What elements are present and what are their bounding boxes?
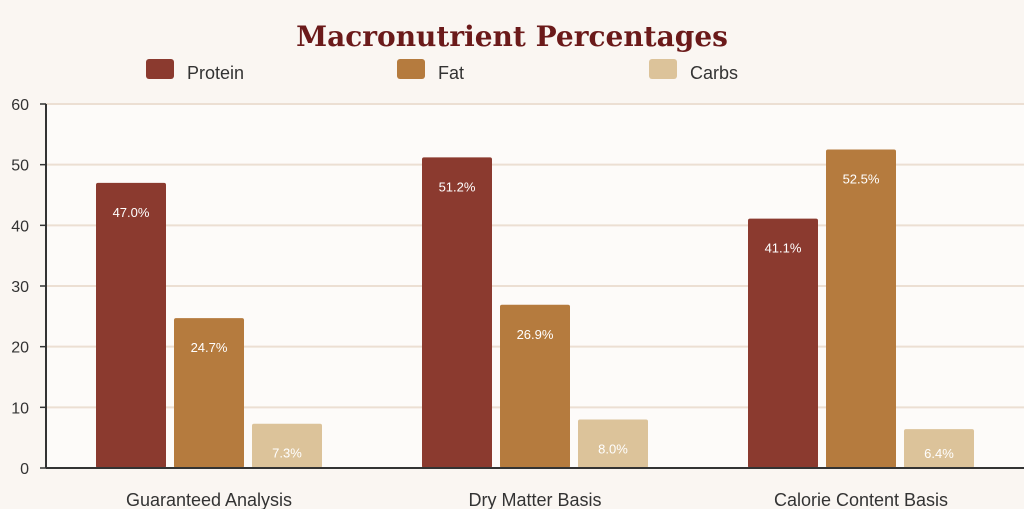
data-label: 24.7% <box>191 340 228 355</box>
bar-carbs-0 <box>252 423 322 468</box>
bar-protein-1 <box>422 157 492 469</box>
legend-label-protein: Protein <box>187 63 244 83</box>
legend-swatch-fat <box>397 59 425 79</box>
bars: 47.0% 24.7% 7.3% 51.2% 26.9% 8.0% 41.1% 52.5% 6.… <box>96 149 974 469</box>
y-tick-label: 30 <box>11 279 29 296</box>
bar-fat-1 <box>500 304 570 468</box>
chart-title: Macronutrient Percentages <box>296 20 728 53</box>
y-tick-label: 40 <box>11 218 29 235</box>
bar-fat-2 <box>826 149 896 468</box>
x-category-label: Guaranteed Analysis <box>126 490 292 509</box>
legend: Protein Fat Carbs <box>146 59 738 83</box>
y-tick-label: 0 <box>20 461 29 478</box>
y-tick-label: 60 <box>11 97 29 114</box>
legend-swatch-protein <box>146 59 174 79</box>
data-label: 6.4% <box>924 446 954 461</box>
axes: 0 10 20 30 40 50 60 Guaranteed Analysis Dry Matt… <box>11 97 1024 509</box>
legend-label-carbs: Carbs <box>690 63 738 83</box>
bar-protein-0 <box>96 182 166 468</box>
data-label: 51.2% <box>439 179 476 194</box>
y-tick-label: 20 <box>11 340 29 357</box>
bar-carbs-1 <box>578 419 648 468</box>
x-category-label: Calorie Content Basis <box>774 490 948 509</box>
data-label: 52.5% <box>843 172 880 187</box>
y-tick-label: 50 <box>11 158 29 175</box>
data-label: 41.1% <box>765 241 802 256</box>
data-label: 26.9% <box>517 327 554 342</box>
data-label: 8.0% <box>598 441 628 456</box>
x-category-label: Dry Matter Basis <box>468 490 601 509</box>
data-label: 7.3% <box>272 446 302 461</box>
legend-swatch-carbs <box>649 59 677 79</box>
bar-fat-0 <box>174 318 244 468</box>
bar-protein-2 <box>748 218 818 468</box>
y-tick-label: 10 <box>11 400 29 417</box>
legend-label-fat: Fat <box>438 63 464 83</box>
bar-carbs-2 <box>904 429 974 468</box>
data-label: 47.0% <box>113 205 150 220</box>
